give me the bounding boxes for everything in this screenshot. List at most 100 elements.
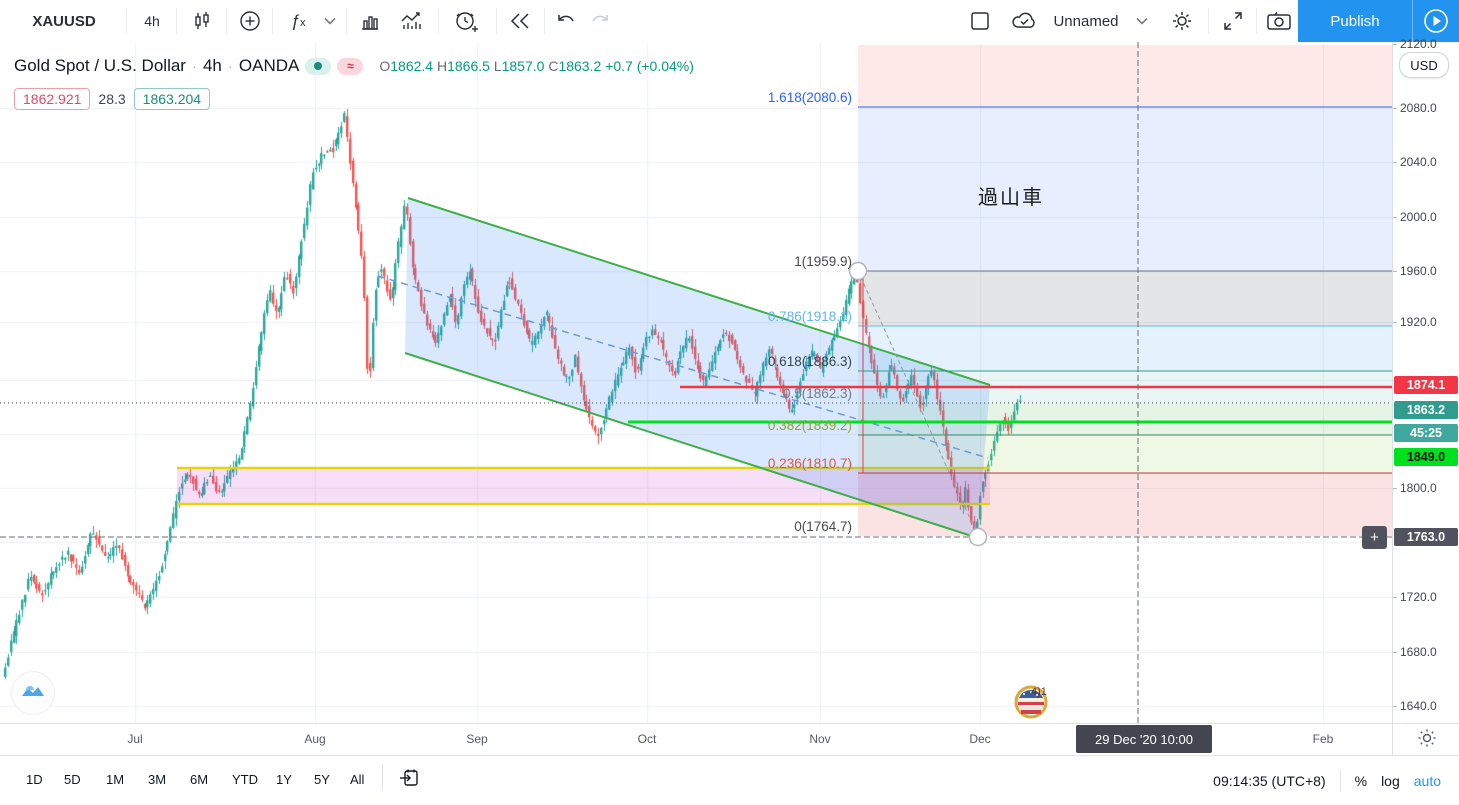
range-button-5d[interactable]: 5D — [64, 772, 81, 787]
forecast-button[interactable] — [392, 0, 432, 42]
crosshair-add-alert-button[interactable]: + — [1362, 526, 1387, 549]
price-tick-label: 1920.0 — [1393, 315, 1437, 329]
compare-button[interactable] — [230, 0, 270, 42]
price-tick-label: 1960.0 — [1393, 264, 1437, 278]
range-button-1m[interactable]: 1M — [106, 772, 125, 787]
clock-timezone-button[interactable]: 09:14:35 (UTC+8) — [1213, 773, 1326, 789]
legend-title: Gold Spot / U.S. Dollar — [14, 56, 186, 75]
publish-button[interactable]: Publish — [1330, 12, 1380, 30]
snapshot-button[interactable] — [1258, 0, 1300, 42]
replay-rewind-icon — [508, 11, 532, 31]
approx-price-icon[interactable]: ≈ — [337, 57, 364, 75]
fx-icon: ƒx — [290, 11, 306, 30]
currency-toggle[interactable]: USD — [1399, 52, 1449, 78]
axis-settings-corner[interactable] — [1392, 723, 1459, 756]
interval-button[interactable]: 4h — [144, 13, 160, 29]
legend-exchange: OANDA — [238, 56, 300, 75]
chart-style-button[interactable] — [182, 0, 222, 42]
range-button-all[interactable]: All — [350, 772, 365, 787]
sun-brightness-icon — [1417, 728, 1437, 753]
fib-level-label: 0.5(1862.3) — [782, 386, 852, 401]
undo-button[interactable] — [548, 0, 584, 42]
fullscreen-icon — [1221, 9, 1245, 33]
plus-circle-icon — [237, 8, 263, 34]
range-button-3m[interactable]: 3M — [148, 772, 167, 787]
percent-scale-button[interactable]: % — [1354, 773, 1368, 789]
price-tick-label: 1800.0 — [1393, 481, 1437, 495]
time-tick-label: Nov — [809, 732, 831, 746]
tradingview-logo[interactable] — [12, 672, 54, 714]
toolbar-separator — [226, 8, 227, 34]
settings-button[interactable] — [1160, 0, 1204, 42]
range-button-1d[interactable]: 1D — [26, 772, 43, 787]
layout-dropdown-arrow[interactable] — [1130, 0, 1154, 42]
templates-button[interactable] — [350, 0, 390, 42]
toolbar-separator — [176, 8, 177, 34]
time-tick-label: Aug — [304, 732, 326, 746]
bid-ask-row: 1862.921 28.3 1863.204 — [14, 88, 211, 110]
redo-button[interactable] — [582, 0, 618, 42]
price-axis[interactable]: 2120.0 USD 2080.0 2040.0 2000.0 1960.0 1920.… — [1392, 37, 1459, 723]
cloud-save-button[interactable] — [1008, 0, 1042, 42]
toolbar-separator — [272, 8, 273, 34]
play-button[interactable] — [1413, 7, 1459, 35]
toolbar-separator — [126, 8, 127, 34]
sell-price-button[interactable]: 1862.921 — [14, 88, 91, 110]
chart-canvas[interactable] — [0, 42, 1392, 723]
redo-icon — [589, 12, 611, 30]
sticker-caption: 4)1 — [1031, 686, 1047, 698]
time-axis[interactable]: Jul Aug Sep Oct Nov Dec Feb 29 Dec '20 10:00 — [0, 723, 1392, 756]
bottom-separator — [382, 764, 383, 790]
candlestick-icon — [190, 9, 214, 33]
alert-button[interactable] — [444, 0, 488, 42]
text-annotation[interactable]: 過山車 — [978, 187, 1044, 209]
gear-icon — [1169, 8, 1195, 34]
undo-icon — [555, 12, 577, 30]
indicators-dropdown-arrow[interactable] — [318, 0, 342, 42]
legend-separator: · — [227, 57, 233, 75]
toolbar-separator — [1208, 8, 1209, 34]
toolbar-separator — [544, 8, 545, 34]
indicators-button[interactable]: ƒx — [276, 0, 320, 42]
time-tick-label: Sep — [466, 732, 488, 746]
camera-icon — [1266, 10, 1292, 32]
layout-button[interactable] — [958, 0, 1002, 42]
range-button-6m[interactable]: 6M — [190, 772, 209, 787]
ohlc-values: O1862.4 H1866.5 L1857.0 C1863.2 +0.7 (+0… — [379, 58, 694, 74]
range-button-5y[interactable]: 5Y — [314, 772, 330, 787]
publish-divider — [1412, 0, 1413, 42]
layout-square-icon — [969, 10, 991, 32]
fib-level-label: 0.382(1839.2) — [767, 418, 852, 433]
buy-price-button[interactable]: 1863.204 — [133, 88, 211, 110]
fib-level-label: 0.618(1886.3) — [767, 354, 852, 369]
toolbar-separator — [1256, 8, 1257, 34]
trend-stats-icon — [399, 9, 425, 33]
toolbar-separator — [346, 8, 347, 34]
price-badge: 1863.2 — [1394, 401, 1458, 419]
price-tick-label: 2040.0 — [1393, 155, 1437, 169]
chevron-down-icon — [324, 17, 336, 25]
spread-value: 28.3 — [98, 91, 126, 107]
replay-button[interactable] — [500, 0, 540, 42]
goto-date-button[interactable] — [398, 768, 420, 793]
fullscreen-button[interactable] — [1212, 0, 1254, 42]
price-tick-label: 1720.0 — [1393, 590, 1437, 604]
range-button-1y[interactable]: 1Y — [276, 772, 292, 787]
layout-name[interactable]: Unnamed — [1053, 12, 1119, 30]
symbol-button[interactable]: XAUUSD — [32, 12, 96, 30]
range-button-ytd[interactable]: YTD — [232, 772, 258, 787]
publish-area: Publish — [1298, 0, 1459, 42]
market-status-dot-icon[interactable] — [305, 57, 332, 75]
time-tick-label: Jul — [127, 732, 143, 746]
price-badge: 1874.1 — [1394, 376, 1458, 394]
flag-sticker[interactable] — [1010, 684, 1054, 720]
top-toolbar: XAUUSD 4h ƒx — [0, 0, 1459, 43]
toolbar-separator — [496, 8, 497, 34]
calendar-goto-icon — [398, 769, 420, 792]
chart-legend[interactable]: Gold Spot / U.S. Dollar · 4h · OANDA ≈ O… — [14, 56, 694, 76]
log-scale-button[interactable]: log — [1381, 773, 1400, 789]
price-badge: 1849.0 — [1394, 448, 1458, 466]
auto-scale-button[interactable]: auto — [1413, 773, 1441, 789]
bottom-toolbar: 1D 5D 1M 3M 6M YTD 1Y 5Y All 09:14:35 (UTC+8) % … — [0, 755, 1459, 805]
